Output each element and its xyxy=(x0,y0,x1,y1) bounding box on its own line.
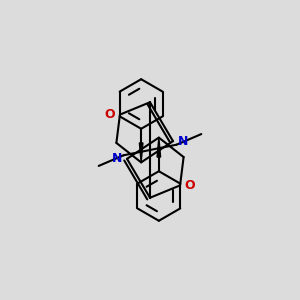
Polygon shape xyxy=(157,138,161,157)
Polygon shape xyxy=(140,143,143,162)
Text: N: N xyxy=(178,135,188,148)
Text: O: O xyxy=(105,108,115,121)
Text: N: N xyxy=(112,152,122,165)
Text: O: O xyxy=(185,179,195,192)
